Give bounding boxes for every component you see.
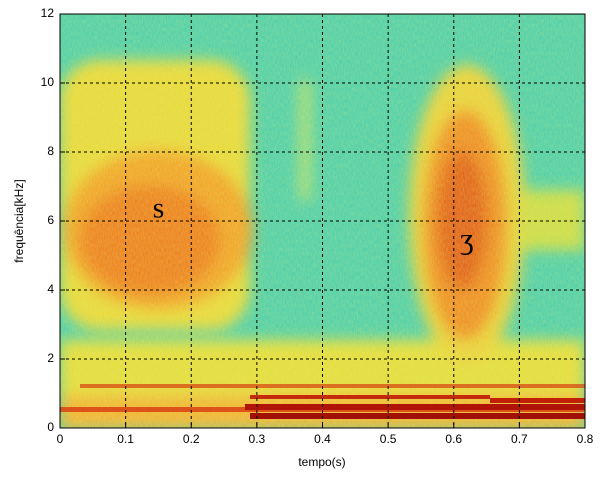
y-tick-label: 8 bbox=[47, 144, 54, 158]
axes: 0 0.1 0.2 0.3 0.4 0.5 0.6 0.7 0.8 0 2 4 6 8 10 12 s ʒ bbox=[41, 6, 594, 446]
harmonic-bands bbox=[60, 384, 585, 419]
x-tick-label: 0.2 bbox=[183, 432, 200, 446]
x-tick-label: 0.3 bbox=[249, 432, 266, 446]
y-tick-label: 10 bbox=[41, 75, 55, 89]
x-tick-label: 0.8 bbox=[577, 432, 594, 446]
annotation: ʒ bbox=[460, 223, 473, 256]
x-tick-label: 0.1 bbox=[117, 432, 134, 446]
y-tick-label: 0 bbox=[47, 420, 54, 434]
x-axis-label: tempo(s) bbox=[298, 455, 345, 469]
annotation: s bbox=[153, 192, 165, 225]
y-tick-label: 12 bbox=[41, 6, 55, 20]
spectrogram bbox=[60, 14, 585, 428]
y-tick-label: 4 bbox=[47, 282, 54, 296]
y-axis-label: frequência[kHz] bbox=[12, 179, 26, 262]
y-tick-label: 6 bbox=[47, 213, 54, 227]
x-tick-label: 0.4 bbox=[314, 432, 331, 446]
x-tick-label: 0 bbox=[57, 432, 64, 446]
x-tick-label: 0.5 bbox=[380, 432, 397, 446]
x-tick-label: 0.7 bbox=[511, 432, 528, 446]
x-tick-label: 0.6 bbox=[445, 432, 462, 446]
y-tick-label: 2 bbox=[47, 351, 54, 365]
